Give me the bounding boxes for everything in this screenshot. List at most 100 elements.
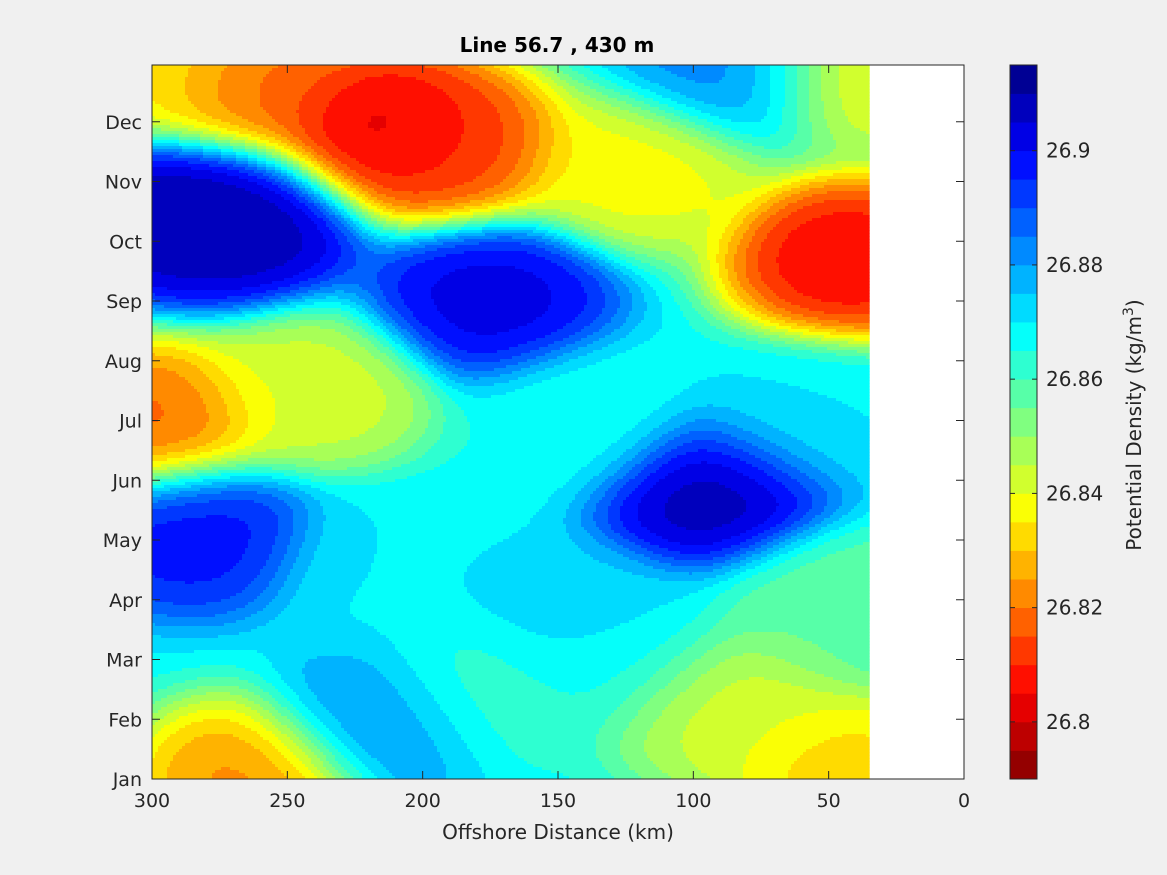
heatmap-cell bbox=[332, 83, 336, 87]
heatmap-cell bbox=[749, 68, 753, 72]
heatmap-cell bbox=[869, 113, 870, 117]
heatmap-cell bbox=[377, 92, 381, 96]
heatmap-cell bbox=[680, 119, 684, 123]
heatmap-cell bbox=[806, 68, 810, 72]
heatmap-cell bbox=[686, 71, 690, 75]
heatmap-cell bbox=[803, 77, 807, 81]
heatmap-cell bbox=[809, 95, 813, 99]
heatmap-cell bbox=[338, 116, 342, 120]
heatmap-cell bbox=[659, 68, 663, 72]
heatmap-cell bbox=[725, 98, 729, 102]
heatmap-cell bbox=[632, 107, 636, 111]
heatmap-cell bbox=[719, 65, 723, 69]
heatmap-cell bbox=[227, 107, 231, 111]
heatmap-cell bbox=[638, 113, 642, 117]
heatmap-cell bbox=[296, 104, 300, 108]
heatmap-cell bbox=[752, 113, 756, 117]
heatmap-cell bbox=[692, 110, 696, 114]
heatmap-cell bbox=[662, 95, 666, 99]
heatmap-cell bbox=[425, 83, 429, 87]
heatmap-cell bbox=[302, 116, 306, 120]
heatmap-cell bbox=[746, 116, 750, 120]
heatmap-cell bbox=[236, 107, 240, 111]
heatmap-cell bbox=[617, 116, 621, 120]
heatmap-cell bbox=[419, 83, 423, 87]
heatmap-cell bbox=[554, 101, 558, 105]
heatmap-cell bbox=[755, 86, 759, 90]
heatmap-cell bbox=[284, 68, 288, 72]
heatmap-cell bbox=[593, 95, 597, 99]
heatmap-cell bbox=[833, 77, 837, 81]
heatmap-cell bbox=[206, 104, 210, 108]
heatmap-cell bbox=[650, 125, 654, 129]
heatmap-cell bbox=[221, 95, 225, 99]
heatmap-cell bbox=[854, 107, 858, 111]
heatmap-cell bbox=[626, 83, 630, 87]
heatmap-cell bbox=[641, 125, 645, 129]
heatmap-cell bbox=[566, 98, 570, 102]
heatmap-cell bbox=[662, 77, 666, 81]
heatmap-cell bbox=[470, 65, 474, 69]
heatmap-cell bbox=[626, 125, 630, 129]
heatmap-cell bbox=[674, 122, 678, 126]
heatmap-cell bbox=[380, 119, 384, 123]
heatmap-cell bbox=[614, 104, 618, 108]
heatmap-cell bbox=[251, 107, 255, 111]
heatmap-cell bbox=[536, 77, 540, 81]
heatmap-cell bbox=[329, 89, 333, 93]
heatmap-cell bbox=[344, 68, 348, 72]
heatmap-cell bbox=[485, 68, 489, 72]
heatmap-cell bbox=[704, 89, 708, 93]
heatmap-cell bbox=[692, 119, 696, 123]
heatmap-cell bbox=[233, 101, 237, 105]
heatmap-cell bbox=[521, 98, 525, 102]
heatmap-cell bbox=[719, 80, 723, 84]
heatmap-cell bbox=[155, 86, 159, 90]
heatmap-cell bbox=[866, 74, 870, 78]
heatmap-cell bbox=[164, 77, 168, 81]
heatmap-cell bbox=[452, 110, 456, 114]
heatmap-cell bbox=[479, 116, 483, 120]
heatmap-cell bbox=[734, 68, 738, 72]
heatmap-cell bbox=[296, 65, 300, 69]
heatmap-cell bbox=[476, 107, 480, 111]
heatmap-cell bbox=[620, 101, 624, 105]
heatmap-cell bbox=[848, 104, 852, 108]
heatmap-cell bbox=[356, 122, 360, 126]
heatmap-cell bbox=[596, 98, 600, 102]
heatmap-cell bbox=[800, 83, 804, 87]
heatmap-cell bbox=[578, 77, 582, 81]
heatmap-cell bbox=[758, 104, 762, 108]
heatmap-cell bbox=[509, 89, 513, 93]
heatmap-cell bbox=[809, 98, 813, 102]
heatmap-cell bbox=[467, 74, 471, 78]
heatmap-cell bbox=[773, 95, 777, 99]
heatmap-cell bbox=[245, 101, 249, 105]
heatmap-cell bbox=[329, 68, 333, 72]
heatmap-cell bbox=[575, 98, 579, 102]
heatmap-cell bbox=[215, 77, 219, 81]
heatmap-cell bbox=[680, 68, 684, 72]
heatmap-cell bbox=[527, 83, 531, 87]
heatmap-cell bbox=[671, 122, 675, 126]
heatmap-cell bbox=[353, 89, 357, 93]
heatmap-cell bbox=[329, 101, 333, 105]
heatmap-cell bbox=[377, 113, 381, 117]
heatmap-cell bbox=[440, 71, 444, 75]
heatmap-cell bbox=[200, 125, 204, 129]
heatmap-cell bbox=[467, 95, 471, 99]
heatmap-cell bbox=[569, 110, 573, 114]
heatmap-cell bbox=[203, 80, 207, 84]
heatmap-cell bbox=[350, 86, 354, 90]
heatmap-cell bbox=[299, 65, 303, 69]
heatmap-cell bbox=[605, 71, 609, 75]
heatmap-cell bbox=[605, 92, 609, 96]
heatmap-cell bbox=[770, 80, 774, 84]
heatmap-cell bbox=[245, 119, 249, 123]
heatmap-cell bbox=[428, 116, 432, 120]
heatmap-cell bbox=[851, 113, 855, 117]
heatmap-cell bbox=[599, 110, 603, 114]
heatmap-cell bbox=[422, 65, 426, 69]
heatmap-cell bbox=[395, 68, 399, 72]
heatmap-cell bbox=[779, 65, 783, 69]
